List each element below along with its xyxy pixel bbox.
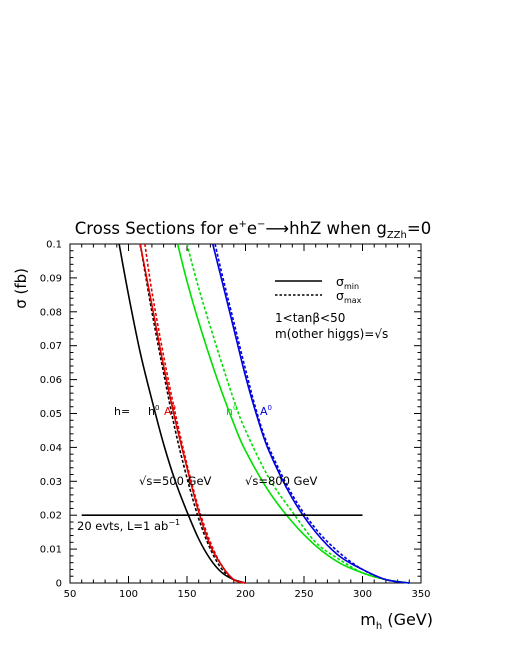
y-tick-label: 0.04	[40, 443, 62, 454]
legend-sigma-max: σmax	[336, 288, 362, 305]
label-h0-green: h0	[226, 404, 237, 418]
y-tick-label: 0.03	[40, 477, 62, 488]
y-tick-label: 0.08	[40, 307, 62, 318]
label-A0-red: A0	[164, 404, 176, 418]
y-tick-label: 0.02	[40, 511, 62, 522]
legend-sigma-min: σmin	[336, 274, 359, 291]
legend: σmin σmax 1<tanβ<50 m(other higgs)=√s	[275, 274, 388, 341]
y-axis-label: σ (fb)	[12, 268, 30, 309]
y-tick-label: 0.07	[40, 341, 62, 352]
series-line-black-solid	[118, 243, 246, 584]
y-tick-label: 0	[56, 579, 62, 590]
series-line-blue-dotted	[214, 243, 410, 584]
x-tick-label: 100	[119, 589, 138, 600]
series-line-green-dotted	[186, 243, 410, 584]
annotations: h= h0 A0 h0 A0 √s=500 GeV √s=800 GeV 20 …	[77, 404, 318, 533]
y-tick-label: 0.09	[40, 273, 62, 284]
x-tick-label: 350	[411, 589, 430, 600]
x-tick-label: 250	[294, 589, 313, 600]
label-A0-blue: A0	[260, 404, 272, 418]
label-h0-black: h0	[148, 404, 159, 418]
series-line-green-solid	[176, 243, 410, 584]
x-axis-label: mh (GeV)	[360, 610, 433, 632]
series-line-black-dotted	[139, 243, 246, 584]
label-20-events: 20 evts, L=1 ab−1	[77, 518, 180, 533]
series-line-red-dotted	[144, 243, 246, 584]
legend-other-higgs: m(other higgs)=√s	[275, 327, 388, 341]
legend-tanbeta: 1<tanβ<50	[275, 311, 345, 325]
label-h-equals: h=	[114, 405, 130, 418]
x-tick-label: 50	[64, 589, 77, 600]
x-tick-label: 150	[177, 589, 196, 600]
y-tick-label: 0.05	[40, 409, 62, 420]
y-tick-label: 0.01	[40, 545, 62, 556]
axis-ticks	[69, 243, 422, 584]
series-line-blue-solid	[211, 243, 410, 584]
y-tick-label: 0.1	[46, 240, 62, 251]
label-sqrt-s-800: √s=800 GeV	[245, 474, 318, 488]
x-tick-label: 200	[236, 589, 255, 600]
label-sqrt-s-500: √s=500 GeV	[139, 474, 212, 488]
axis-tick-labels: 50 100 150 200 250 300 350 0 0.01 0.02 0.03 0.04 0.0…	[40, 240, 431, 601]
series-group	[81, 243, 410, 584]
y-tick-label: 0.06	[40, 375, 62, 386]
chart-title: Cross Sections for e+e−⟶hhZ when gZZh=0	[75, 219, 431, 241]
x-tick-label: 300	[353, 589, 372, 600]
